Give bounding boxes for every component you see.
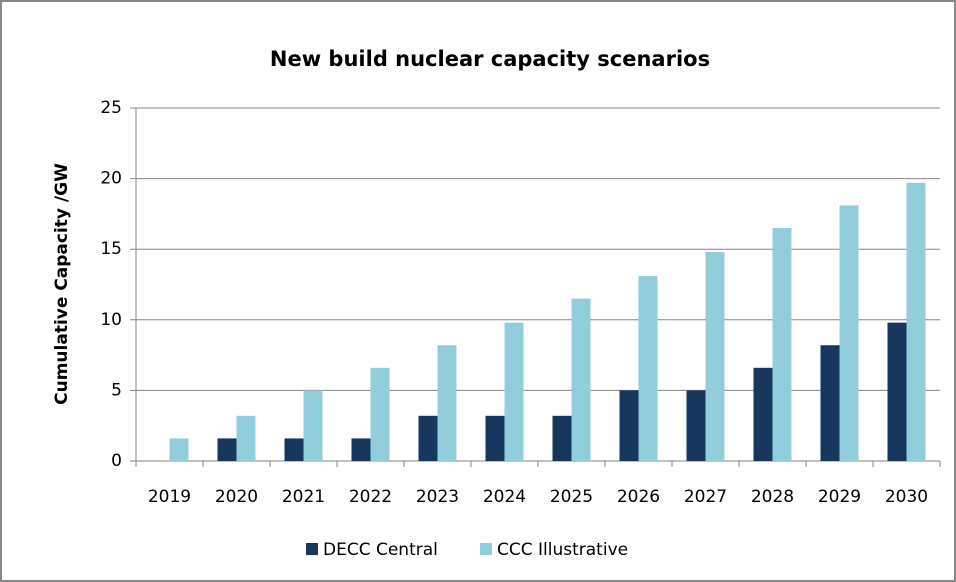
y-tick-label: 15 bbox=[100, 239, 122, 259]
bar bbox=[571, 298, 591, 461]
bar bbox=[485, 415, 505, 461]
x-tick-label: 2023 bbox=[416, 487, 459, 507]
legend-swatch bbox=[480, 543, 492, 555]
bar bbox=[552, 415, 572, 461]
legend-label: CCC Illustrative bbox=[497, 540, 628, 560]
bar bbox=[169, 438, 189, 461]
bar bbox=[820, 345, 840, 461]
x-tick-label: 2019 bbox=[148, 487, 191, 507]
y-axis-label: Cumulative Capacity /GW bbox=[52, 163, 72, 405]
x-tick-label: 2028 bbox=[751, 487, 794, 507]
x-tick-label: 2021 bbox=[282, 487, 325, 507]
bar bbox=[839, 205, 859, 461]
chart-title: New build nuclear capacity scenarios bbox=[270, 47, 710, 71]
bar bbox=[437, 345, 457, 461]
bar bbox=[217, 438, 237, 461]
y-tick-label: 20 bbox=[100, 169, 122, 189]
bar bbox=[303, 390, 323, 461]
bar bbox=[619, 390, 639, 461]
bar bbox=[638, 276, 658, 461]
x-tick-label: 2024 bbox=[483, 487, 526, 507]
bar bbox=[753, 367, 773, 461]
x-tick-label: 2022 bbox=[349, 487, 392, 507]
bar bbox=[887, 322, 907, 461]
x-tick-label: 2029 bbox=[818, 487, 861, 507]
bar bbox=[418, 415, 438, 461]
x-tick-label: 2027 bbox=[684, 487, 727, 507]
bar bbox=[504, 322, 524, 461]
bar bbox=[705, 252, 725, 461]
legend-label: DECC Central bbox=[323, 540, 438, 560]
y-tick-label: 25 bbox=[100, 98, 122, 118]
y-tick-label: 10 bbox=[100, 310, 122, 330]
y-tick-label: 5 bbox=[111, 380, 122, 400]
legend-swatch bbox=[306, 543, 318, 555]
x-tick-label: 2025 bbox=[550, 487, 593, 507]
bar bbox=[284, 438, 304, 461]
x-tick-label: 2020 bbox=[215, 487, 258, 507]
bar bbox=[772, 228, 792, 461]
bar bbox=[686, 390, 706, 461]
bar bbox=[236, 415, 256, 461]
y-tick-label: 0 bbox=[111, 451, 122, 471]
x-tick-label: 2030 bbox=[885, 487, 928, 507]
bar bbox=[351, 438, 371, 461]
bar bbox=[906, 182, 926, 461]
x-tick-label: 2026 bbox=[617, 487, 660, 507]
bar bbox=[370, 367, 390, 461]
